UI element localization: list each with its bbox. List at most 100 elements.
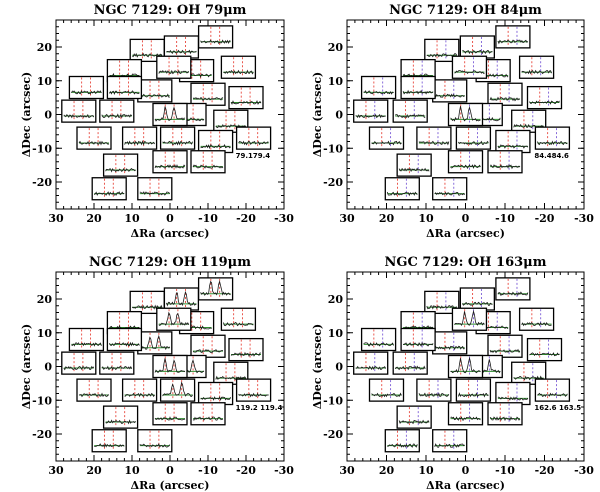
spectrum-trace (162, 140, 193, 146)
spectrum-trace (398, 167, 430, 173)
spectrum-trace (230, 351, 261, 358)
spectrum-trace (215, 375, 247, 381)
spectrum-trace (101, 365, 133, 371)
spaxel-spectrum (447, 354, 484, 379)
spectrum-trace (93, 191, 125, 197)
spaxel-box (400, 327, 436, 352)
spaxel-box (526, 337, 563, 362)
spaxel-spectrum (159, 378, 196, 402)
x-tick-label: -10 (198, 212, 218, 225)
spaxel-spectrum (353, 351, 389, 375)
spaxel-spectrum (447, 102, 484, 127)
spectrum-trace (166, 49, 197, 55)
spectrum-trace (200, 39, 231, 45)
spaxel-box (495, 129, 531, 154)
y-tick-label: -20 (32, 428, 52, 441)
spaxel-spectrum (137, 177, 173, 201)
y-tick-label: 10 (37, 327, 53, 340)
spaxel-box (384, 429, 420, 453)
spectrum-trace (450, 164, 481, 170)
spaxel-spectrum (163, 35, 200, 59)
y-tick-label: 0 (335, 109, 343, 122)
spaxel-box (102, 153, 139, 177)
spaxel-spectrum (76, 378, 112, 402)
spectrum-trace (78, 140, 110, 146)
spaxel-box (353, 351, 389, 375)
spaxel-spectrum (91, 177, 127, 201)
y-tick-label: -10 (323, 142, 343, 155)
spectrum-trace (238, 392, 269, 398)
spectrum-trace (458, 392, 489, 398)
y-tick-label: 20 (328, 41, 344, 54)
spaxel-spectrum (129, 38, 165, 63)
spaxel-spectrum (416, 378, 452, 402)
x-tick-label: 0 (166, 212, 174, 225)
spaxel-box (526, 85, 563, 110)
spaxel-spectrum (197, 129, 234, 154)
x-tick-label: 30 (339, 464, 355, 477)
y-tick-label: 10 (37, 75, 53, 88)
spaxel-box (197, 25, 234, 49)
spaxel-box (451, 307, 488, 331)
panel-1: NGC 7129: OH 84μm 30 20 10 0 -10 -20 -30 -20 -10 0… (311, 3, 594, 240)
panel-3: NGC 7129: OH 163μm 30 20 10 0 -10 -20 -30 -20 -10… (311, 255, 594, 492)
x-tick-label: 10 (418, 464, 434, 477)
panel-title: NGC 7129: OH 119μm (89, 255, 251, 270)
x-tick-label: 10 (418, 212, 434, 225)
spaxel-box (487, 82, 523, 106)
spaxel-spectrum (152, 102, 188, 127)
spaxel-box (102, 405, 139, 429)
spaxel-spectrum (487, 402, 523, 426)
x-tick-label: 20 (379, 464, 395, 477)
spaxel-spectrum (495, 25, 531, 49)
spaxel-spectrum (459, 287, 496, 311)
spectrum-trace (139, 442, 171, 448)
spaxel-box (220, 55, 257, 79)
panel-0: NGC 7129: OH 79μm 30 20 10 0 -10 -20 -30 -20 -10 0… (20, 3, 294, 240)
spectrum-trace (402, 341, 434, 347)
spectrum-trace (489, 164, 521, 170)
spaxel-spectrum (197, 277, 234, 301)
spectrum-trace (497, 144, 529, 149)
spaxel-box (99, 351, 135, 375)
spaxel-box (400, 75, 436, 100)
y-tick-label: 20 (37, 41, 53, 54)
spaxel-box (534, 126, 571, 150)
spaxel-box (447, 102, 484, 127)
spaxel-spectrum (360, 75, 397, 100)
spaxel-spectrum (137, 79, 173, 103)
spectrum-trace (537, 140, 568, 146)
spaxel-box (197, 381, 234, 406)
spaxel-spectrum (99, 99, 135, 123)
spaxel-spectrum (220, 55, 257, 79)
spaxel-box (68, 75, 105, 100)
spaxel-box (190, 150, 226, 174)
y-tick-label: -20 (32, 176, 52, 189)
spaxel-box (68, 327, 105, 352)
spectrum-trace (166, 290, 197, 307)
spaxel-spectrum (91, 429, 127, 453)
spaxel-spectrum (459, 35, 496, 59)
spaxel-box (163, 35, 200, 59)
spectrum-trace (537, 392, 568, 398)
spaxel-box (518, 307, 555, 331)
spaxel-spectrum (416, 126, 452, 150)
spaxel-spectrum (400, 75, 436, 100)
x-tick-label: 10 (124, 212, 140, 225)
spectrum-trace (513, 123, 544, 129)
spectrum-trace (109, 90, 140, 96)
line-wavelength-label: 84.484.6 (534, 152, 569, 160)
spectrum-trace (355, 113, 386, 119)
spectrum-trace (223, 69, 254, 75)
y-tick-label: 20 (328, 293, 344, 306)
spaxel-spectrum (152, 354, 188, 379)
x-tick-label: -10 (495, 212, 515, 225)
spectrum-trace (363, 342, 394, 347)
spaxel-box (220, 307, 257, 331)
spaxel-box (61, 99, 97, 123)
spaxel-box (121, 378, 158, 402)
spectrum-trace (105, 167, 136, 173)
spectrum-trace (497, 291, 529, 296)
spaxel-spectrum (368, 126, 405, 150)
